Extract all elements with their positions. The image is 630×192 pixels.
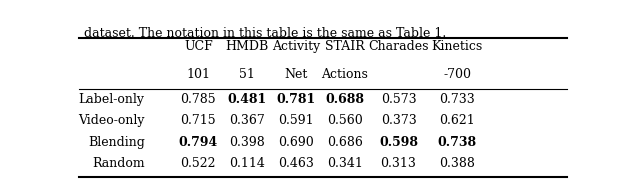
Text: 0.794: 0.794 [179, 136, 218, 149]
Text: HMDB: HMDB [226, 40, 269, 53]
Text: Net: Net [284, 68, 307, 81]
Text: 0.522: 0.522 [181, 157, 216, 170]
Text: 0.367: 0.367 [229, 114, 265, 127]
Text: 0.738: 0.738 [438, 136, 477, 149]
Text: 101: 101 [186, 68, 210, 81]
Text: Label-only: Label-only [79, 93, 145, 106]
Text: -700: -700 [443, 68, 471, 81]
Text: 0.621: 0.621 [439, 114, 475, 127]
Text: Kinetics: Kinetics [432, 40, 483, 53]
Text: 0.341: 0.341 [327, 157, 363, 170]
Text: 0.573: 0.573 [381, 93, 416, 106]
Text: 0.591: 0.591 [278, 114, 314, 127]
Text: UCF: UCF [184, 40, 213, 53]
Text: Charades: Charades [369, 40, 429, 53]
Text: 0.785: 0.785 [181, 93, 216, 106]
Text: 0.373: 0.373 [381, 114, 416, 127]
Text: 51: 51 [239, 68, 255, 81]
Text: Activity: Activity [272, 40, 320, 53]
Text: 0.690: 0.690 [278, 136, 314, 149]
Text: 0.715: 0.715 [181, 114, 216, 127]
Text: Random: Random [92, 157, 145, 170]
Text: 0.463: 0.463 [278, 157, 314, 170]
Text: STAIR: STAIR [325, 40, 365, 53]
Text: 0.114: 0.114 [229, 157, 265, 170]
Text: 0.388: 0.388 [439, 157, 475, 170]
Text: 0.688: 0.688 [325, 93, 364, 106]
Text: 0.733: 0.733 [439, 93, 475, 106]
Text: Video-only: Video-only [78, 114, 145, 127]
Text: 0.781: 0.781 [277, 93, 316, 106]
Text: 0.481: 0.481 [227, 93, 267, 106]
Text: 0.398: 0.398 [229, 136, 265, 149]
Text: dataset. The notation in this table is the same as Table 1.: dataset. The notation in this table is t… [84, 27, 446, 41]
Text: 0.598: 0.598 [379, 136, 418, 149]
Text: 0.313: 0.313 [381, 157, 416, 170]
Text: Actions: Actions [321, 68, 369, 81]
Text: 0.686: 0.686 [327, 136, 363, 149]
Text: Blending: Blending [88, 136, 145, 149]
Text: 0.560: 0.560 [327, 114, 363, 127]
